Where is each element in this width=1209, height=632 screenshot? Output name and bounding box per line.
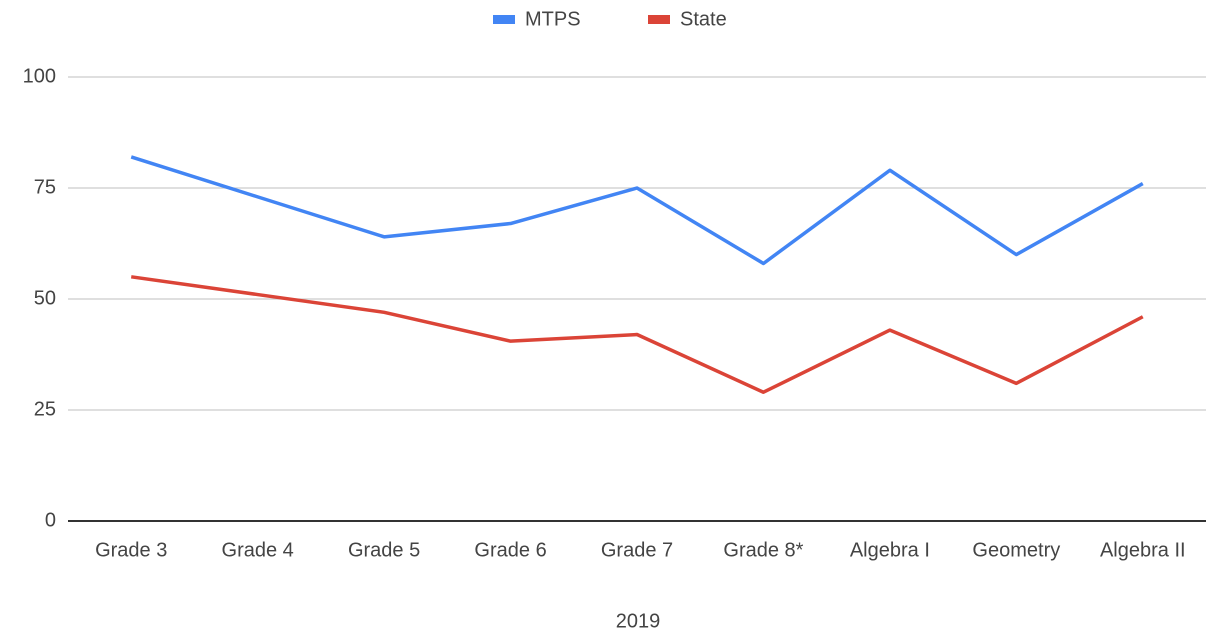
y-tick-label: 75 xyxy=(34,176,56,198)
legend-label: MTPS xyxy=(525,8,581,30)
x-tick-label: Grade 7 xyxy=(601,539,673,561)
x-tick-label: Geometry xyxy=(972,539,1060,561)
x-axis-title: 2019 xyxy=(616,610,661,632)
y-tick-label: 25 xyxy=(34,398,56,420)
line xyxy=(130,275,1144,394)
legend-swatch xyxy=(648,15,670,24)
legend-swatch xyxy=(493,15,515,24)
line xyxy=(130,155,1144,266)
x-tick-label: Grade 6 xyxy=(474,539,546,561)
x-tick-label: Grade 3 xyxy=(95,539,167,561)
x-tick-label: Algebra II xyxy=(1100,539,1186,561)
x-tick-label: Grade 8* xyxy=(723,539,803,561)
x-tick-label: Grade 4 xyxy=(222,539,294,561)
y-tick-label: 50 xyxy=(34,287,56,309)
x-tick-label: Grade 5 xyxy=(348,539,420,561)
y-tick-label: 100 xyxy=(23,65,56,87)
x-tick-label: Algebra I xyxy=(850,539,930,561)
y-tick-label: 0 xyxy=(45,509,56,531)
legend-label: State xyxy=(680,8,727,30)
